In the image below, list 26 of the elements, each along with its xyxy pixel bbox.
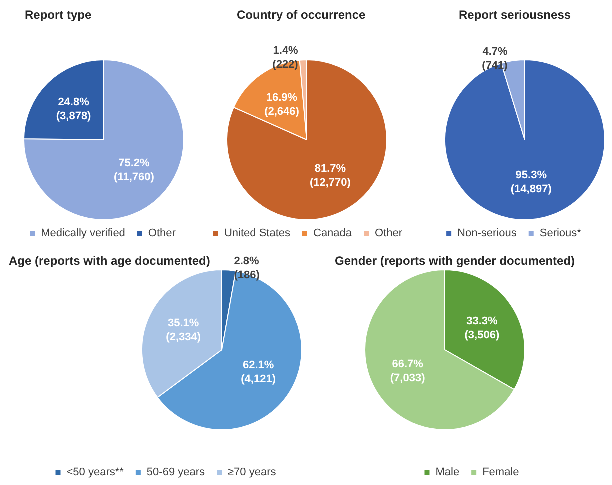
chart-title: Report type [25, 8, 92, 22]
legend-label: Female [482, 466, 520, 478]
data-label: 62.1% (4,121) [241, 360, 276, 386]
data-label: 33.3% (3,506) [464, 315, 500, 342]
legend-label: Medically verified [41, 228, 126, 240]
data-label: 81.7% (12,770) [310, 163, 352, 190]
legend-label: Other [375, 228, 403, 240]
data-label: 35.1% (2,334) [166, 318, 202, 344]
data-label: 95.3% (14,897) [510, 170, 552, 196]
chart-title: Country of occurrence [237, 8, 366, 22]
legend-label: Canada [313, 228, 353, 240]
data-label: 24.8% (3,878) [56, 96, 92, 122]
chart-title: Gender (reports with gender documented) [335, 254, 576, 268]
data-label: 75.2% (11,760) [114, 158, 155, 184]
data-label: 66.7% (7,033) [390, 358, 426, 385]
legend-label: Male [436, 466, 460, 478]
legend-label: United States [224, 228, 291, 240]
legend-label: 50-69 years [146, 466, 206, 478]
legend-label: <50 years** [66, 466, 125, 478]
data-label: 16.9% (2,646) [264, 92, 300, 118]
chart-title: Age (reports with age documented) [9, 254, 210, 268]
legend-label: ≥70 years [228, 466, 277, 478]
legend-label: Non-serious [458, 228, 518, 240]
chart-title: Report seriousness [459, 8, 572, 22]
legend-label: Other [148, 228, 176, 240]
legend-label: Serious* [540, 228, 582, 240]
